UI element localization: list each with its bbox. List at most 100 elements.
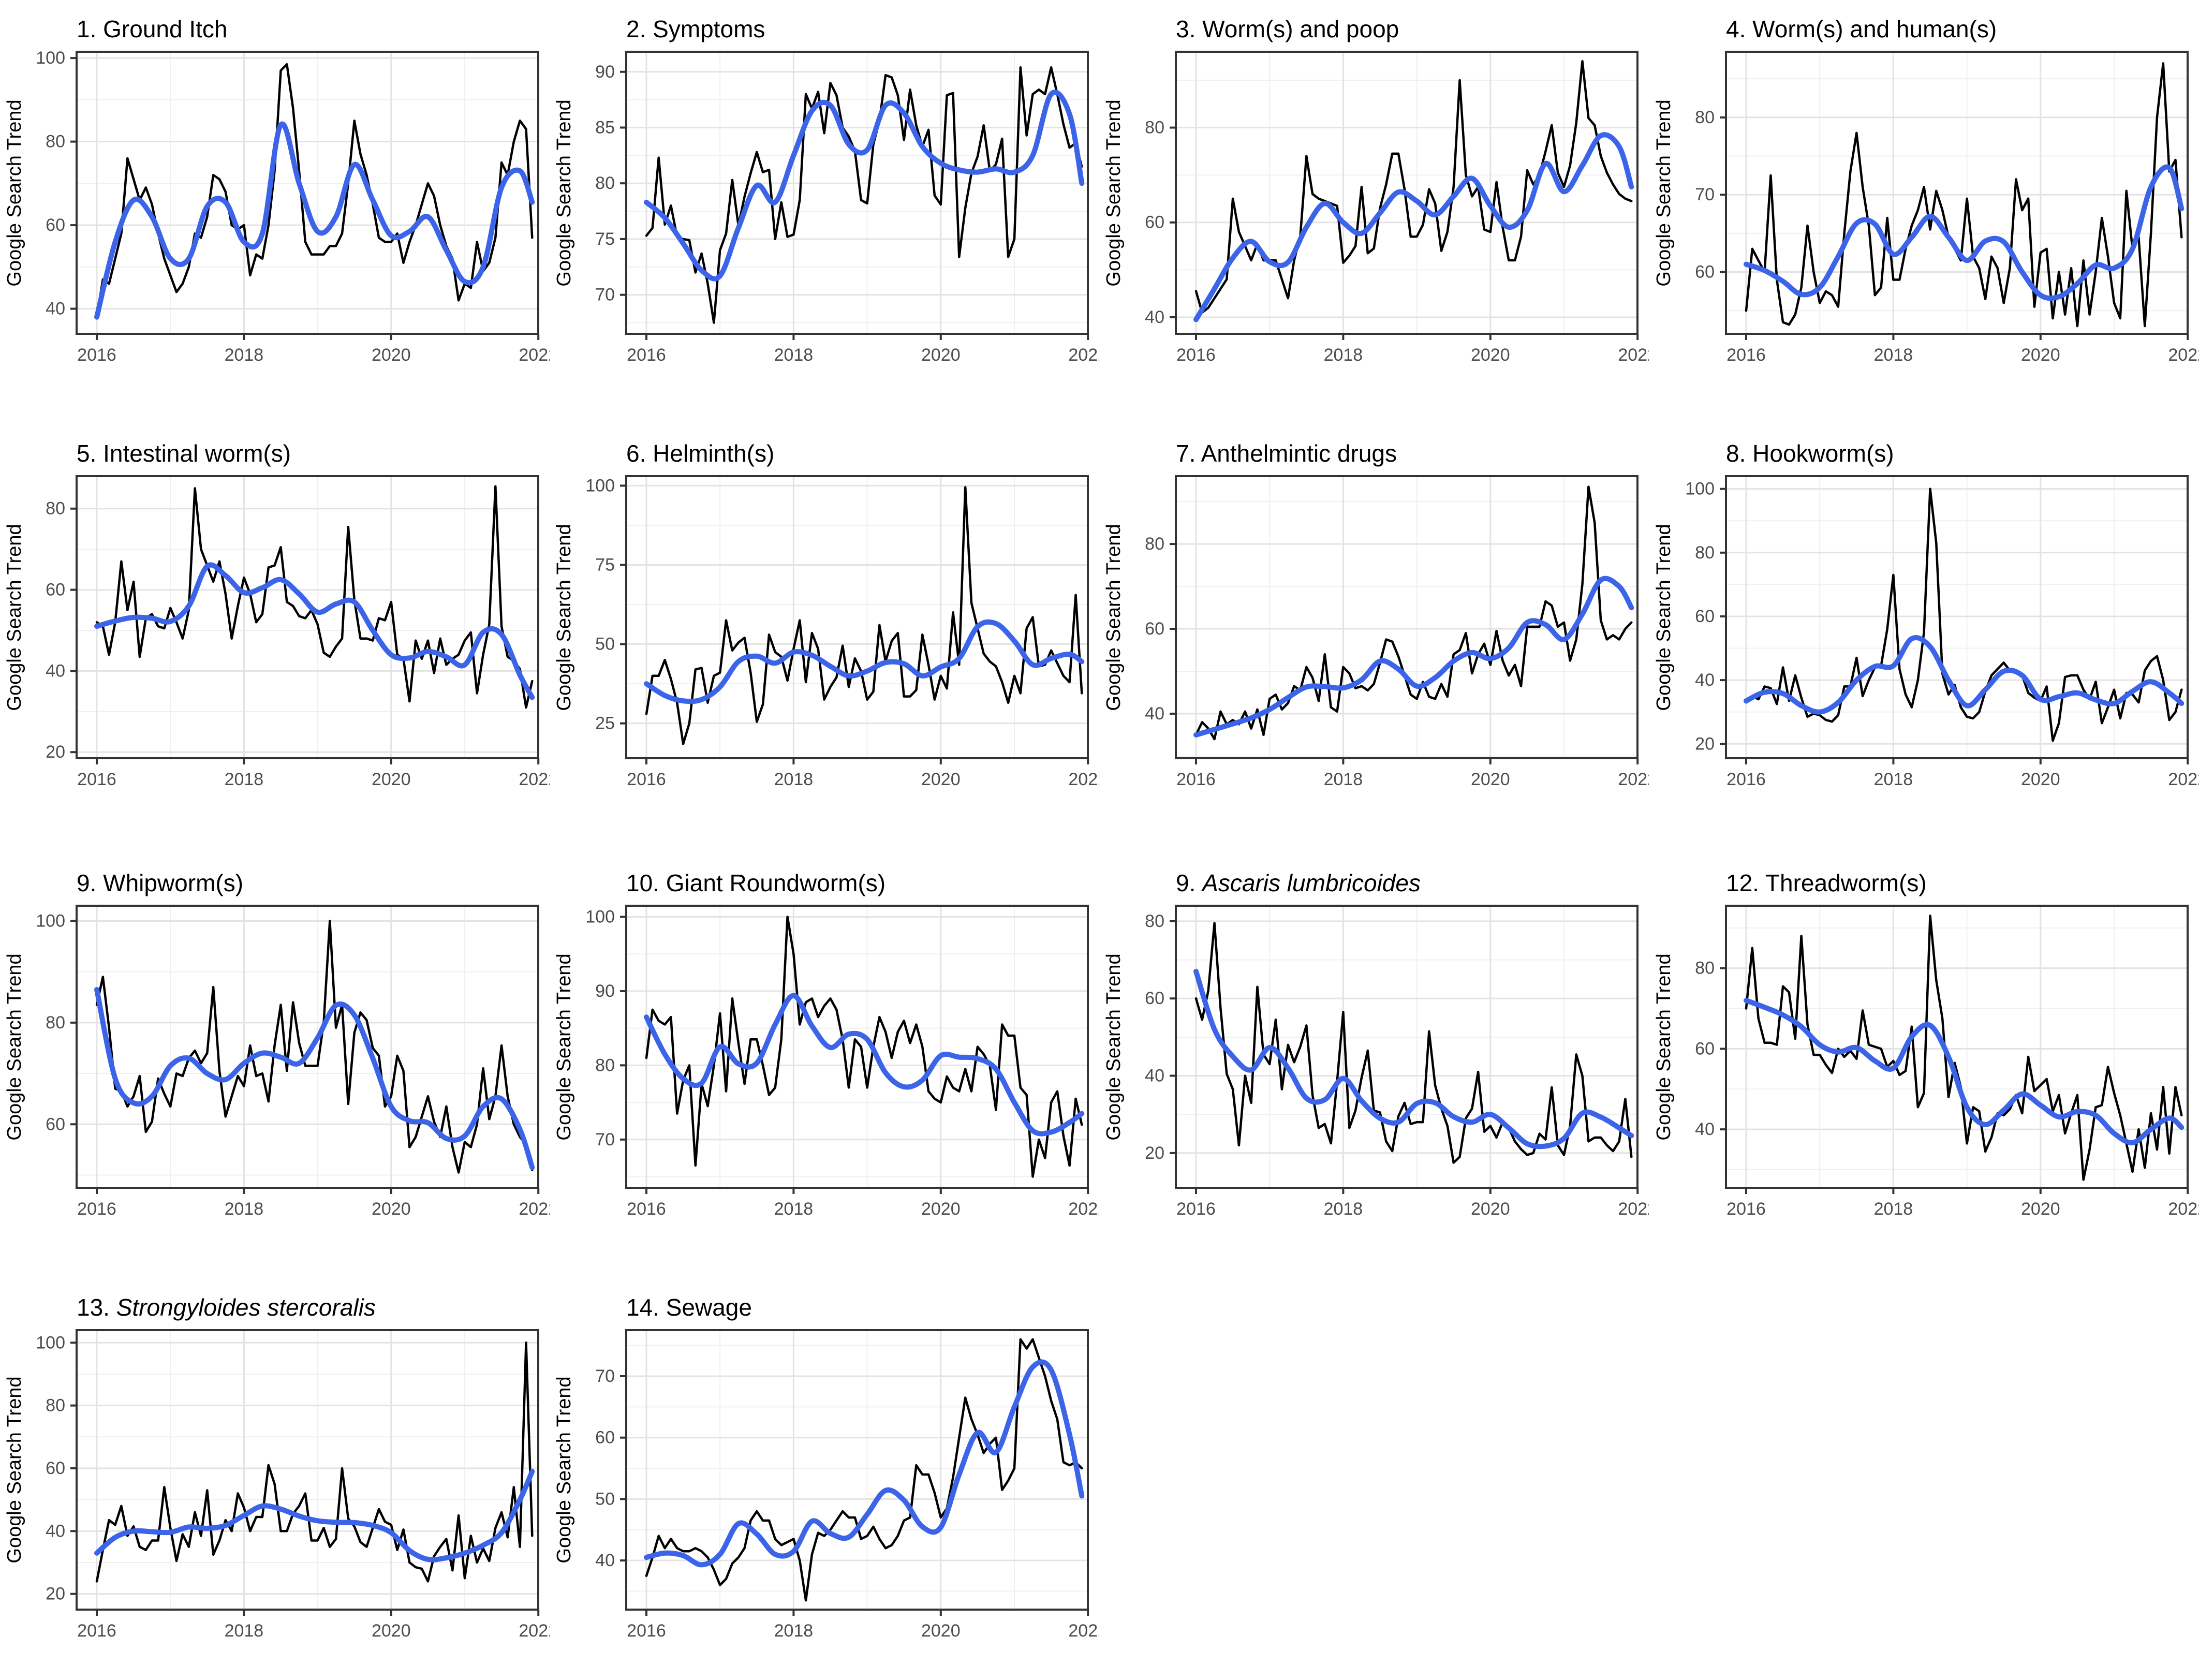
y-axis-title: Google Search Trend [1103, 524, 1125, 711]
x-tick-label: 2022 [2168, 770, 2199, 789]
x-tick-label: 2018 [1324, 345, 1363, 365]
y-axis-title: Google Search Trend [1103, 953, 1125, 1140]
panel-background [1176, 476, 1637, 758]
chart-cell-sewage: 40 50 60 70 2016 2018 2020 2022 Google Search Tr… [550, 1278, 1099, 1680]
y-tick-label: 60 [1695, 262, 1715, 282]
gridlines-minor [1726, 52, 2188, 334]
chart-title: 3. Worm(s) and poop [1176, 16, 1399, 42]
y-tick-label: 80 [1145, 118, 1164, 138]
raw-series-line [95, 485, 534, 709]
x-tick-label: 2022 [1068, 345, 1099, 365]
panel-border [1175, 905, 1639, 1189]
y-tick-label: 60 [46, 215, 65, 235]
panel-border [625, 475, 1089, 759]
y-tick-label: 60 [46, 1458, 65, 1478]
y-tick-label: 50 [595, 1489, 615, 1509]
y-tick-label: 40 [595, 1551, 615, 1570]
x-tick-label: 2018 [225, 1621, 264, 1641]
x-tick-label: 2020 [1471, 345, 1510, 365]
chart-intestinal-worms: 20 40 60 80 2016 2018 2020 2022 Google Search Tr… [4, 440, 550, 789]
y-tick-label: 25 [595, 714, 615, 733]
y-axis-title: Google Search Trend [4, 524, 25, 711]
empty-cell [1649, 1278, 2199, 1680]
x-tick-label: 2016 [1726, 1199, 1766, 1219]
x-tick-label: 2018 [774, 770, 814, 789]
x-tick-label: 2016 [77, 1199, 116, 1219]
y-tick-label: 100 [36, 1333, 65, 1352]
y-axis-title: Google Search Trend [4, 1376, 25, 1563]
x-tick-label: 2022 [519, 345, 550, 365]
panel-background [1176, 906, 1637, 1188]
y-axis-title: Google Search Trend [1653, 953, 1675, 1140]
y-axis-title: Google Search Trend [1653, 524, 1675, 711]
y-tick-label: 80 [1695, 543, 1715, 563]
chart-title-number: 3. [1176, 16, 1202, 42]
x-tick-label: 2022 [1618, 345, 1649, 365]
x-tick-label: 2020 [921, 1199, 961, 1219]
panel-border [625, 1329, 1089, 1611]
trend-line [644, 619, 1085, 704]
chart-title-term: Symptoms [653, 16, 765, 42]
gridlines-minor [77, 52, 538, 334]
chart-strongyloides-stercoralis: 20 40 60 80 100 2016 2018 2020 2022 Google Search… [4, 1294, 550, 1641]
x-tick-label: 2018 [1324, 1199, 1363, 1219]
raw-series-line [1745, 62, 2183, 328]
chart-cell-anthelmintic-drugs: 40 60 80 2016 2018 2020 2022 Google Search Tren… [1099, 424, 1649, 854]
y-tick-label: 40 [1145, 307, 1164, 327]
chart-giant-roundworms: 70 80 90 100 2016 2018 2020 2022 Google Search T… [553, 870, 1099, 1219]
y-tick-label: 40 [1145, 704, 1164, 724]
chart-cell-hookworms: 20 40 60 80 100 2016 2018 2020 2022 Google Search… [1649, 424, 2199, 854]
x-tick-label: 2022 [1068, 1621, 1099, 1641]
y-tick-label: 80 [1695, 959, 1715, 978]
y-tick-label: 40 [1145, 1066, 1164, 1085]
x-tick-label: 2020 [372, 1199, 411, 1219]
y-tick-label: 60 [1695, 607, 1715, 626]
chart-whipworms: 60 80 100 2016 2018 2020 2022 Google Search Tre… [4, 870, 550, 1219]
x-tick-label: 2022 [519, 1621, 550, 1641]
x-tick-label: 2022 [519, 1199, 550, 1219]
x-tick-label: 2016 [1176, 1199, 1216, 1219]
panel-border [1725, 905, 2189, 1189]
y-tick-label: 70 [595, 1366, 615, 1386]
chart-title-number: 9. [1176, 870, 1202, 896]
y-tick-label: 100 [1685, 479, 1715, 499]
panel-background [626, 906, 1088, 1188]
chart-cell-helminths: 25 50 75 100 2016 2018 2020 2022 Google Search T… [550, 424, 1099, 854]
gridlines-minor [77, 476, 538, 758]
x-tick-label: 2016 [627, 1621, 666, 1641]
x-tick-label: 2022 [1618, 770, 1649, 789]
y-tick-label: 40 [1695, 1119, 1715, 1139]
chart-title-term: Strongyloides stercoralis [116, 1294, 376, 1321]
chart-title-number: 8. [1726, 440, 1752, 467]
chart-title-term: Hookworm(s) [1752, 440, 1894, 467]
x-tick-label: 2020 [921, 770, 961, 789]
chart-title: 13. Strongyloides stercoralis [77, 1294, 376, 1321]
trend-line [644, 1359, 1085, 1568]
panel-background [626, 476, 1088, 758]
y-axis-title: Google Search Trend [553, 524, 575, 711]
trend-line [94, 121, 535, 320]
y-tick-label: 80 [595, 1055, 615, 1075]
x-tick-label: 2022 [519, 770, 550, 789]
chart-cell-threadworms: 40 60 80 2016 2018 2020 2022 Google Search Tren… [1649, 854, 2199, 1278]
x-tick-label: 2020 [921, 1621, 961, 1641]
y-tick-label: 100 [585, 476, 615, 495]
y-tick-label: 80 [46, 1396, 65, 1416]
raw-series-line [1194, 485, 1633, 741]
x-tick-label: 2016 [627, 345, 666, 365]
raw-series-line [1194, 922, 1633, 1164]
panel-background [1726, 906, 2188, 1188]
y-tick-label: 60 [1695, 1039, 1715, 1058]
y-tick-label: 90 [595, 981, 615, 1001]
panel-background [77, 52, 538, 334]
y-axis-title: Google Search Trend [4, 953, 25, 1140]
raw-series-line [95, 920, 534, 1174]
panel-background [1726, 476, 2188, 758]
y-tick-label: 60 [46, 1114, 65, 1134]
x-tick-label: 2020 [372, 1621, 411, 1641]
chart-title: 8. Hookworm(s) [1726, 440, 1894, 467]
chart-title-number: 13. [77, 1294, 116, 1321]
trend-line [1193, 132, 1634, 322]
chart-title: 12. Threadworm(s) [1726, 870, 1927, 896]
